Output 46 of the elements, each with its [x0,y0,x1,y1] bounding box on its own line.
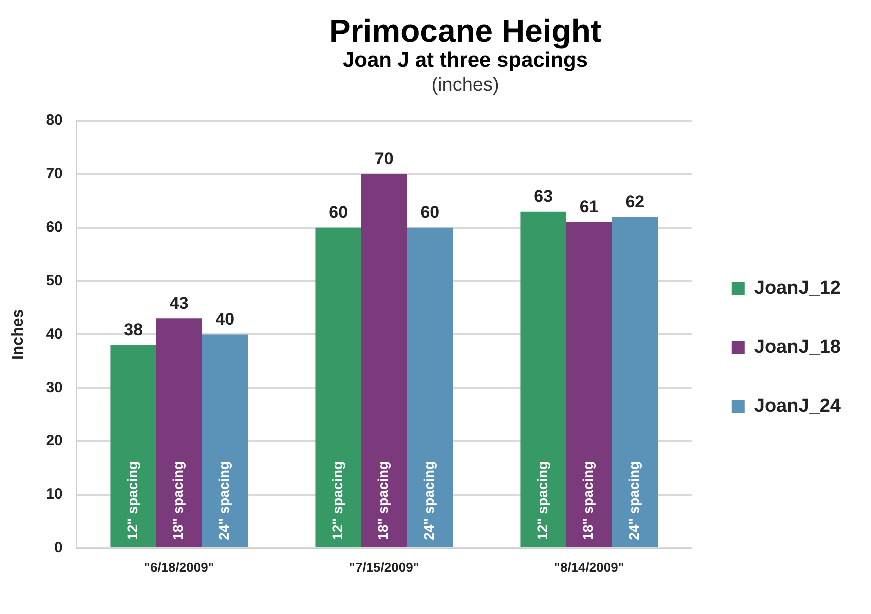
data-label: 38 [124,320,144,340]
y-tick-label: 30 [46,379,63,396]
data-label: 61 [580,198,599,217]
bar [407,228,454,548]
annotation: 24" spacing [216,461,232,540]
bar [612,217,658,548]
chart-subtitle: Joan J at three spacings [342,49,590,74]
bar [316,228,362,548]
legend-label: JoanJ_24 [754,396,842,418]
annotation: 18" spacing [580,461,596,540]
legend-label: JoanJ_12 [754,278,842,300]
data-label: 40 [216,310,235,329]
data-label: 70 [374,150,394,169]
text: (inches) [430,74,500,98]
y-axis-title: Inches [10,309,28,360]
annotation: 18" spacing [170,461,186,540]
x-tick-label: "8/14/2009" [554,560,624,575]
bar [566,222,612,548]
annotation: 12" spacing [534,461,550,540]
bar [361,174,408,548]
annotation: 24" spacing [626,461,642,540]
y-tick-label: 70 [46,166,63,183]
y-tick-label: 40 [46,326,63,343]
bar [110,345,156,548]
annotation: 12" spacing [124,461,140,540]
data-label: 62 [626,192,645,212]
bar [202,334,248,548]
y-tick-label: 20 [46,432,63,450]
data-label: 60 [329,203,348,222]
x-tick-label: "7/15/2009" [349,560,420,575]
x-tick-label: "6/18/2009" [144,560,214,575]
annotation: 18" spacing [375,461,392,540]
y-tick-label: 0 [54,540,63,557]
legend-label: JoanJ_18 [754,337,842,358]
chart-title: Primocane Height [328,13,603,49]
bar [156,318,202,548]
bar [520,212,566,548]
y-tick-label: 60 [46,218,63,236]
y-tick-label: 50 [46,272,63,290]
data-label: 60 [420,203,440,222]
annotation: 24" spacing [421,461,438,540]
data-label: 43 [170,294,189,313]
y-tick-label: 10 [46,486,63,504]
y-tick-label: 80 [46,112,63,130]
annotation: 12" spacing [329,461,346,540]
data-label: 63 [534,187,554,206]
